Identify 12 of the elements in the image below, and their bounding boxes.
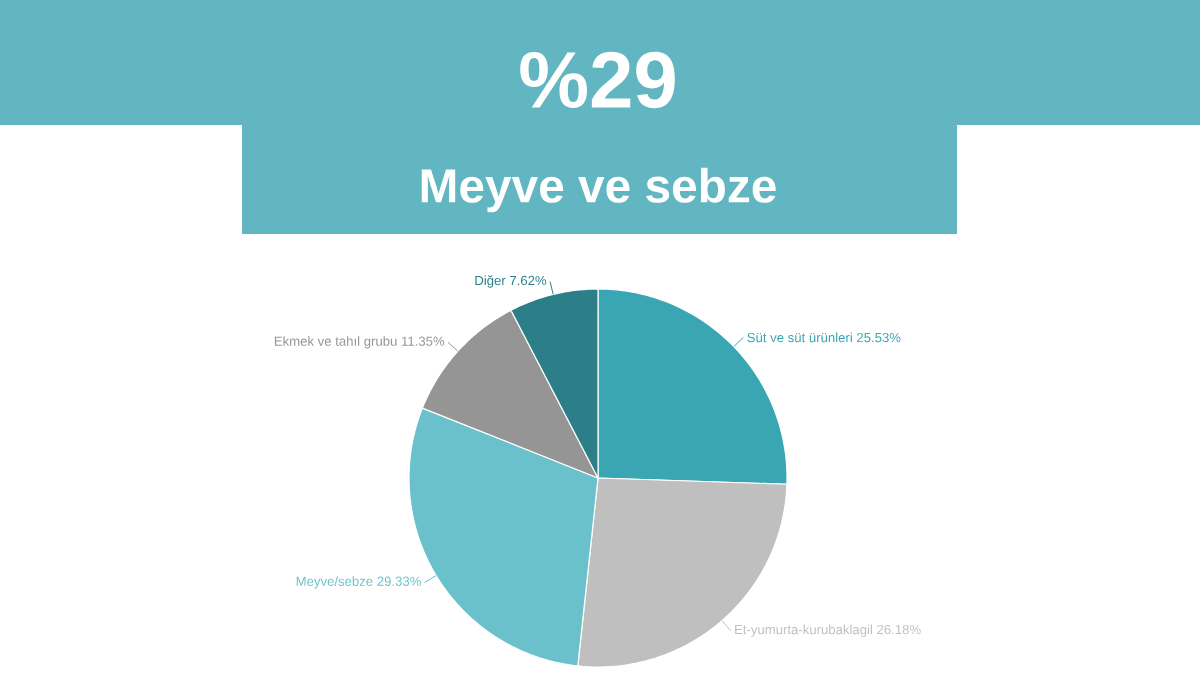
- data-label: 29.33%: [377, 576, 421, 586]
- slice-label: Diğer: [475, 275, 506, 288]
- data-label: 26.18%: [877, 624, 921, 635]
- chart-subtitle: Meyve ve sebze: [421, 167, 776, 213]
- slice-label: Süt ve süt ürünleri: [747, 332, 852, 343]
- chart-title: %29: [520, 51, 675, 109]
- data-label: 25.53%: [857, 332, 901, 343]
- slice-label: Meyve/sebze: [296, 576, 373, 589]
- data-label: 7.62%: [510, 275, 547, 286]
- slice-label: Ekmek ve tahıl grubu: [274, 336, 397, 349]
- slice-label: Et-yumurta-kurubaklagil: [735, 624, 872, 637]
- data-label: 11.35%: [402, 336, 445, 346]
